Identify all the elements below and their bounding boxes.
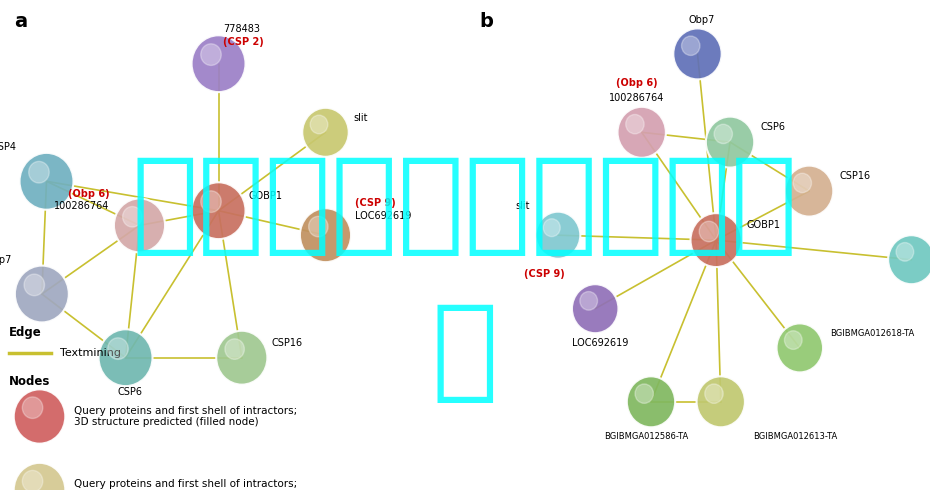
Circle shape xyxy=(309,217,328,237)
Circle shape xyxy=(536,212,580,259)
Text: Obp7: Obp7 xyxy=(0,255,11,265)
Text: (CSP 9): (CSP 9) xyxy=(525,270,565,279)
Circle shape xyxy=(682,36,700,55)
Text: slit: slit xyxy=(515,201,530,211)
Circle shape xyxy=(192,182,246,239)
Circle shape xyxy=(690,213,742,267)
Circle shape xyxy=(572,284,618,333)
Circle shape xyxy=(706,117,754,168)
Text: Nodes: Nodes xyxy=(9,375,50,388)
Circle shape xyxy=(22,470,43,490)
Text: CSP6: CSP6 xyxy=(118,387,142,397)
Circle shape xyxy=(201,44,221,65)
Circle shape xyxy=(22,397,43,418)
Text: GOBP1: GOBP1 xyxy=(746,220,780,230)
Text: CSP4: CSP4 xyxy=(0,142,16,152)
Circle shape xyxy=(793,173,812,193)
Circle shape xyxy=(627,376,675,427)
Circle shape xyxy=(580,292,597,310)
Text: slit: slit xyxy=(353,113,368,122)
Circle shape xyxy=(225,339,245,359)
Text: LOC692619: LOC692619 xyxy=(572,338,628,348)
Circle shape xyxy=(108,338,128,359)
Text: 包: 包 xyxy=(432,299,498,406)
Text: 100286764: 100286764 xyxy=(54,201,109,211)
Text: 100286764: 100286764 xyxy=(609,93,665,103)
Text: Obp7: Obp7 xyxy=(689,15,715,24)
Circle shape xyxy=(699,221,719,242)
Text: BGIBMGA012613-TA: BGIBMGA012613-TA xyxy=(753,432,838,441)
Text: CSP16: CSP16 xyxy=(839,172,870,181)
Circle shape xyxy=(113,198,165,252)
Text: BGIBMGA012618-TA: BGIBMGA012618-TA xyxy=(830,329,914,338)
Circle shape xyxy=(635,384,654,403)
Circle shape xyxy=(777,323,823,372)
Circle shape xyxy=(302,108,349,157)
Circle shape xyxy=(543,219,560,237)
Circle shape xyxy=(310,115,327,134)
Circle shape xyxy=(216,331,268,385)
Text: BGIBMGA012586-TA: BGIBMGA012586-TA xyxy=(604,432,688,441)
Circle shape xyxy=(618,107,666,158)
Circle shape xyxy=(697,376,745,427)
Circle shape xyxy=(201,191,221,212)
Circle shape xyxy=(888,235,930,284)
Text: (CSP 2): (CSP 2) xyxy=(223,37,264,47)
Text: (Obp 6): (Obp 6) xyxy=(68,189,109,198)
Circle shape xyxy=(123,207,142,227)
Text: Textmining: Textmining xyxy=(60,348,122,358)
Circle shape xyxy=(24,274,45,295)
Circle shape xyxy=(14,463,65,490)
Text: 778483: 778483 xyxy=(223,24,260,34)
Text: CSP16: CSP16 xyxy=(272,338,302,348)
Text: LOC692619: LOC692619 xyxy=(354,211,411,220)
Circle shape xyxy=(14,390,65,443)
Circle shape xyxy=(192,35,246,92)
Text: Query proteins and first shell of intractors;
Proteins of unknown 3D structure (: Query proteins and first shell of intrac… xyxy=(74,479,324,490)
Circle shape xyxy=(784,331,802,349)
Circle shape xyxy=(99,329,153,386)
Text: CSP6: CSP6 xyxy=(760,122,785,132)
Text: Query proteins and first shell of intractors;
3D structure predicted (filled nod: Query proteins and first shell of intrac… xyxy=(74,406,298,427)
Circle shape xyxy=(29,161,49,183)
Text: 生态旅游小兴起的原因: 生态旅游小兴起的原因 xyxy=(132,152,798,259)
Circle shape xyxy=(714,124,733,144)
Circle shape xyxy=(705,384,724,403)
Text: (CSP 9): (CSP 9) xyxy=(354,198,395,208)
Circle shape xyxy=(626,115,644,134)
Circle shape xyxy=(673,28,722,79)
Text: Edge: Edge xyxy=(9,326,42,339)
Text: (Obp 6): (Obp 6) xyxy=(617,78,658,88)
Text: GOBP1: GOBP1 xyxy=(248,191,283,201)
Text: b: b xyxy=(479,12,493,31)
Circle shape xyxy=(785,166,833,217)
Circle shape xyxy=(20,153,73,210)
Text: a: a xyxy=(14,12,27,31)
Circle shape xyxy=(299,208,351,262)
Circle shape xyxy=(15,266,69,322)
Circle shape xyxy=(896,243,913,261)
